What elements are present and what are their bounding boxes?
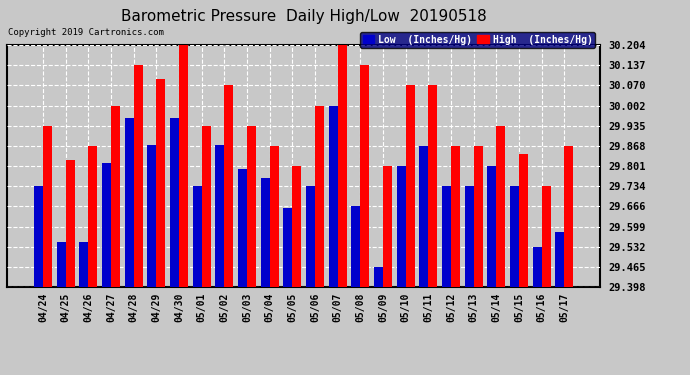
Bar: [66, 160, 75, 287]
Bar: [564, 146, 573, 287]
Bar: [510, 186, 519, 287]
Text: Barometric Pressure  Daily High/Low  20190518: Barometric Pressure Daily High/Low 20190…: [121, 9, 486, 24]
Bar: [473, 146, 483, 287]
Text: Copyright 2019 Cartronics.com: Copyright 2019 Cartronics.com: [8, 27, 164, 36]
Bar: [374, 267, 383, 287]
Bar: [57, 242, 66, 287]
Bar: [111, 106, 120, 287]
Bar: [215, 145, 224, 287]
Bar: [337, 45, 346, 287]
Bar: [406, 85, 415, 287]
Bar: [261, 178, 270, 287]
Bar: [397, 166, 406, 287]
Bar: [428, 85, 437, 287]
Bar: [193, 186, 201, 287]
Bar: [360, 65, 369, 287]
Bar: [147, 145, 156, 287]
Bar: [102, 163, 111, 287]
Bar: [134, 65, 143, 287]
Legend: Low  (Inches/Hg), High  (Inches/Hg): Low (Inches/Hg), High (Inches/Hg): [359, 32, 595, 48]
Bar: [43, 126, 52, 287]
Bar: [293, 166, 302, 287]
Bar: [328, 106, 337, 287]
Bar: [34, 186, 43, 287]
Bar: [464, 186, 473, 287]
Bar: [533, 247, 542, 287]
Bar: [519, 154, 528, 287]
Bar: [306, 186, 315, 287]
Bar: [170, 118, 179, 287]
Bar: [315, 106, 324, 287]
Bar: [247, 126, 256, 287]
Bar: [224, 85, 233, 287]
Bar: [496, 126, 505, 287]
Bar: [238, 169, 247, 287]
Bar: [442, 186, 451, 287]
Bar: [451, 146, 460, 287]
Bar: [79, 242, 88, 287]
Bar: [555, 232, 564, 287]
Bar: [179, 45, 188, 287]
Bar: [201, 126, 210, 287]
Bar: [283, 208, 293, 287]
Bar: [270, 146, 279, 287]
Bar: [351, 207, 360, 287]
Bar: [88, 146, 97, 287]
Bar: [124, 118, 134, 287]
Bar: [420, 146, 428, 287]
Bar: [542, 186, 551, 287]
Bar: [383, 166, 392, 287]
Bar: [487, 166, 496, 287]
Bar: [156, 79, 166, 287]
